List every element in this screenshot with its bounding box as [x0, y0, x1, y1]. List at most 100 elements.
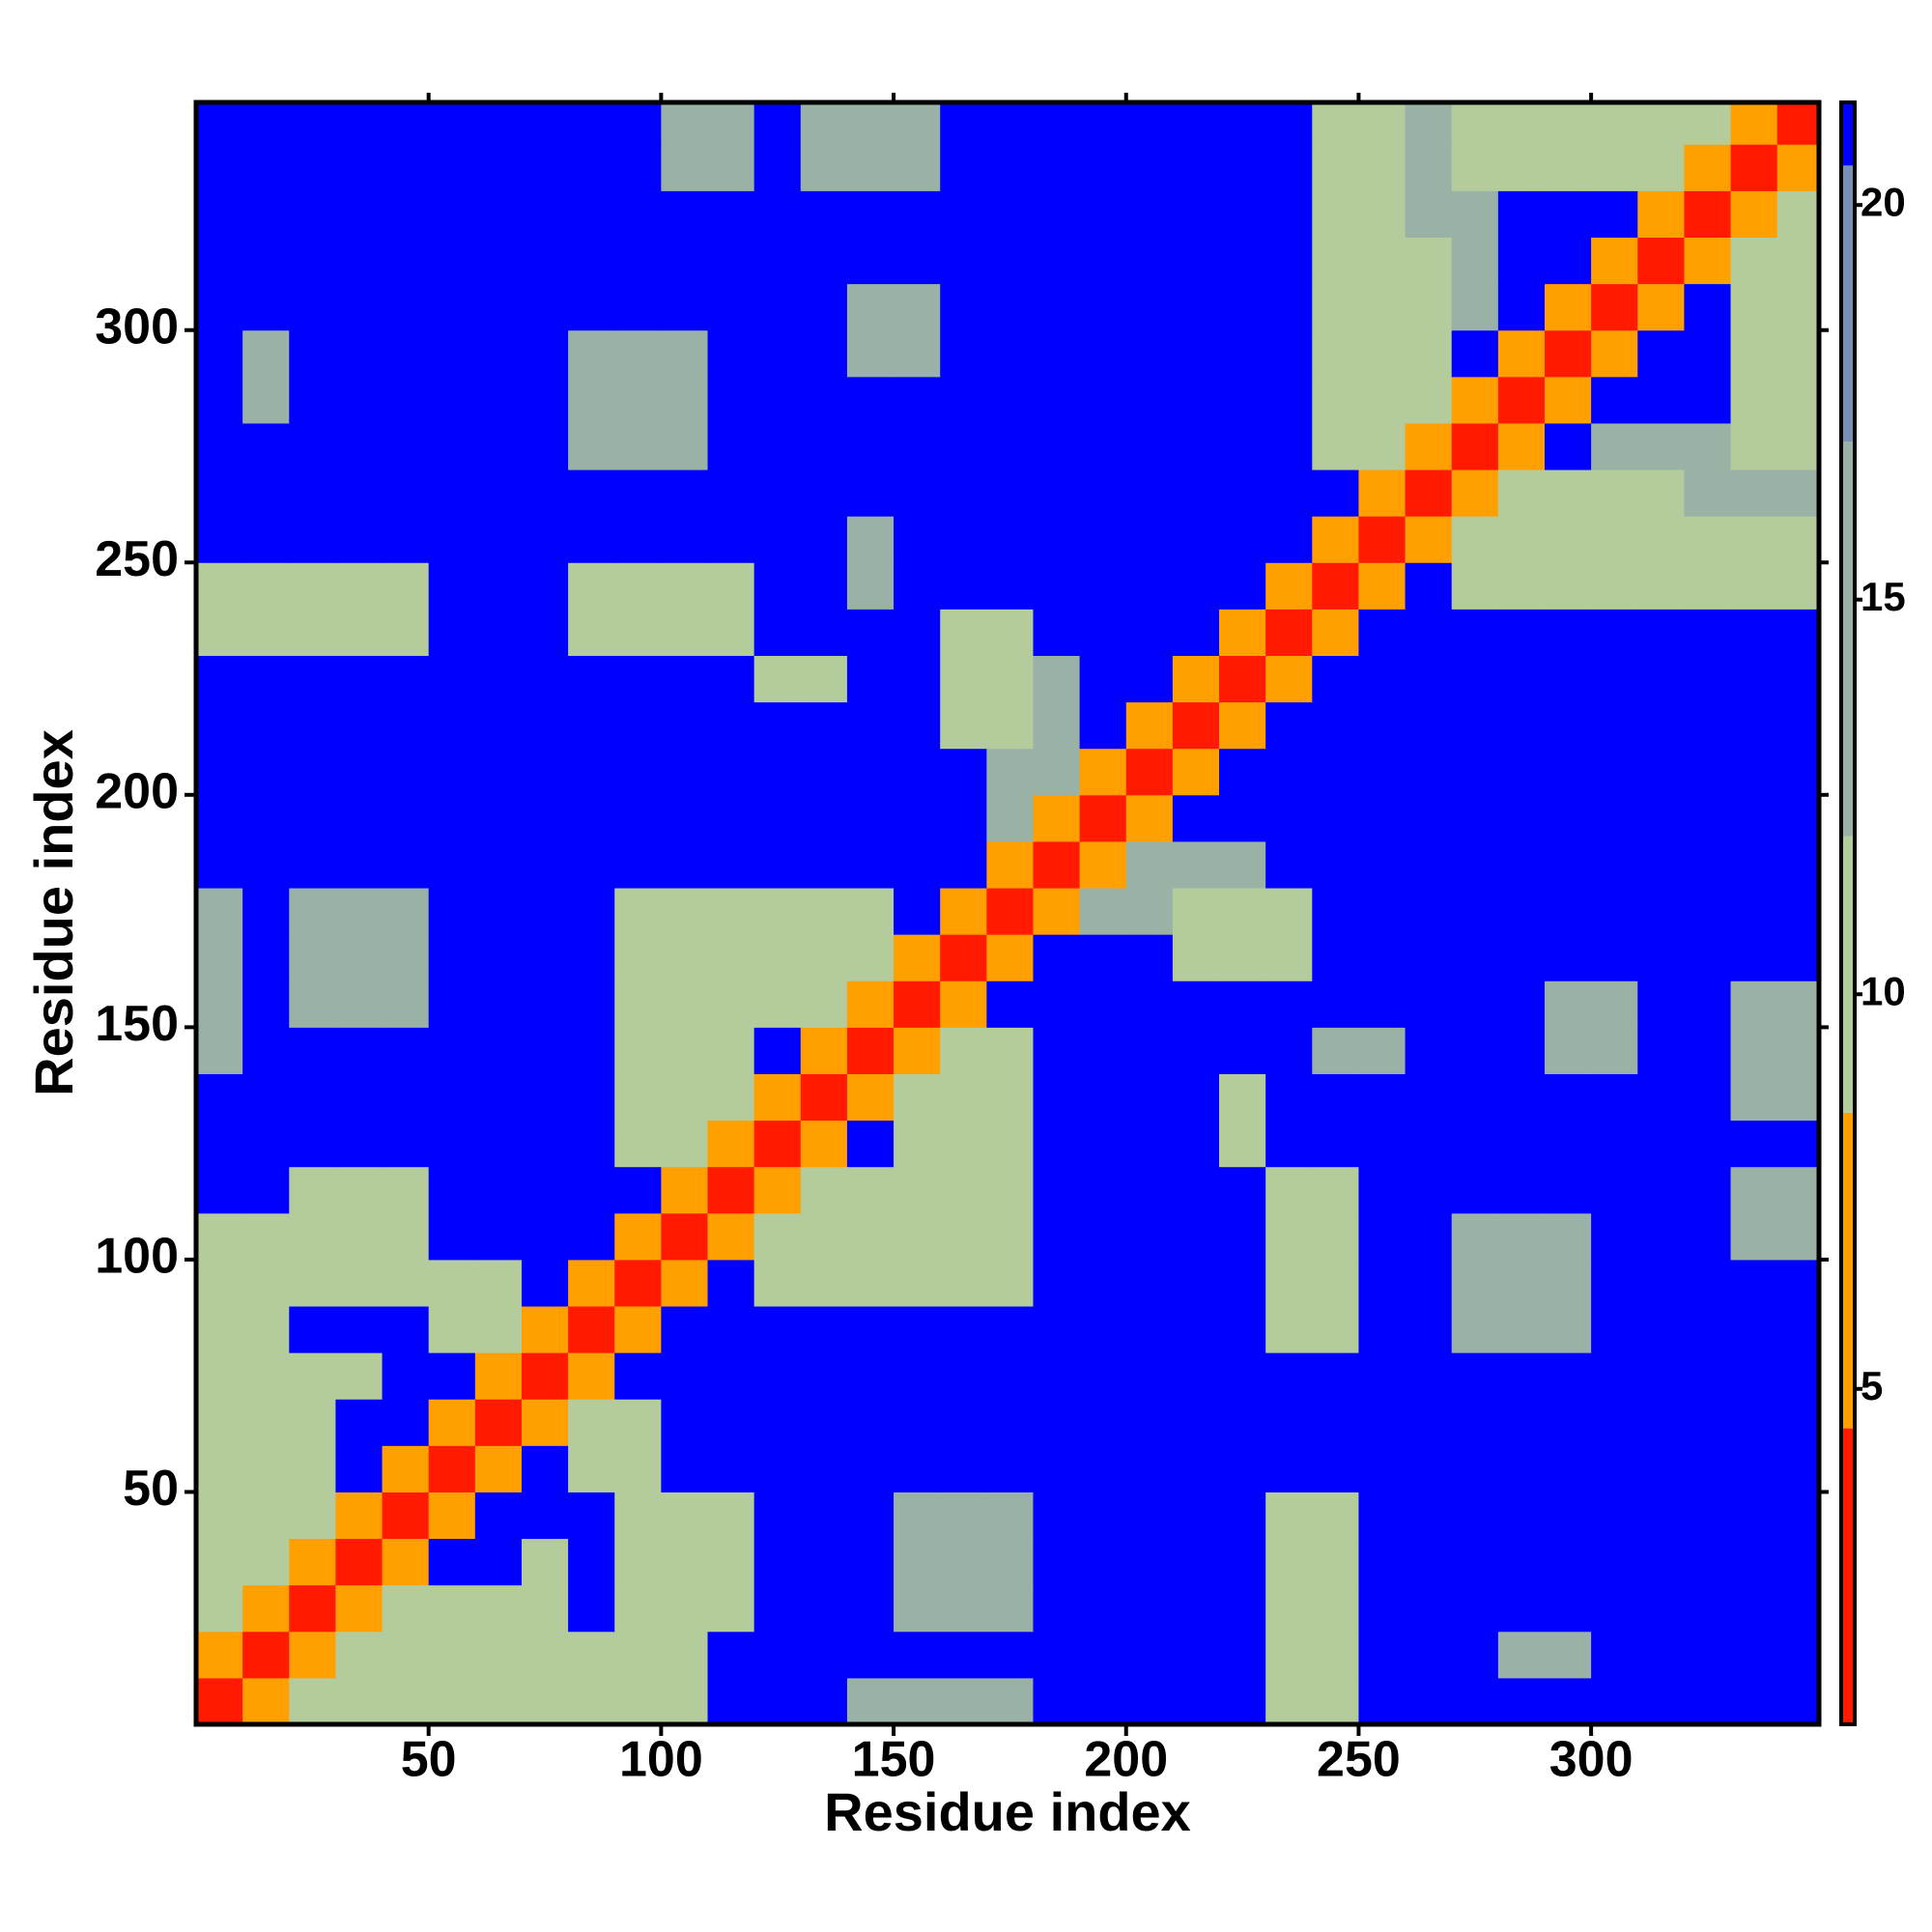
cell	[1405, 190, 1453, 239]
cell	[242, 701, 290, 750]
cell	[1219, 190, 1266, 239]
cell	[1172, 609, 1220, 656]
cell	[196, 701, 243, 750]
cell	[1684, 1631, 1732, 1679]
cell	[940, 1677, 987, 1725]
cell	[940, 422, 987, 470]
colorbar-segment	[1841, 165, 1855, 442]
cell	[1033, 237, 1081, 285]
cell	[661, 1631, 709, 1679]
cell	[1637, 1212, 1685, 1261]
cell	[568, 329, 615, 378]
cell	[1776, 102, 1820, 145]
cell	[196, 794, 243, 842]
cell	[1125, 516, 1174, 563]
cell	[1125, 888, 1174, 935]
cell	[800, 329, 848, 378]
cell	[661, 1306, 709, 1353]
cell	[568, 237, 615, 285]
cell	[846, 376, 895, 424]
cell	[568, 609, 615, 656]
cell	[846, 237, 895, 285]
cell	[196, 1399, 243, 1446]
cell	[1451, 1212, 1499, 1261]
cell	[1079, 980, 1127, 1028]
cell	[1451, 1166, 1499, 1214]
cell	[568, 1584, 615, 1633]
cell	[940, 1259, 987, 1307]
cell	[196, 655, 243, 703]
cell	[1544, 655, 1592, 703]
cell	[1451, 144, 1499, 191]
cell	[846, 190, 895, 239]
cell	[335, 1677, 384, 1725]
cell	[707, 422, 755, 470]
cell	[242, 516, 290, 563]
cell	[1033, 1120, 1081, 1168]
cell	[707, 1073, 755, 1122]
cell	[1033, 840, 1081, 889]
cell	[1358, 1073, 1406, 1122]
cell	[1172, 1631, 1220, 1679]
cell	[1358, 1120, 1406, 1168]
cell	[1358, 609, 1406, 656]
cell	[1451, 562, 1499, 610]
colorbar-segment	[1841, 1112, 1855, 1429]
cell	[1451, 794, 1499, 842]
cell	[568, 794, 615, 842]
cell	[1684, 748, 1732, 796]
cell	[800, 840, 848, 889]
cell	[753, 748, 802, 796]
cell	[1265, 237, 1313, 285]
cell	[1033, 190, 1081, 239]
cell	[242, 190, 290, 239]
cell	[800, 1445, 848, 1492]
cell	[242, 422, 290, 470]
cell	[846, 1027, 895, 1074]
cell	[894, 840, 941, 889]
cell	[894, 1259, 941, 1307]
cell	[1684, 376, 1732, 424]
cell	[1497, 422, 1546, 470]
cell	[1219, 1166, 1266, 1214]
cell	[894, 609, 941, 656]
cell	[1312, 562, 1359, 610]
cell	[196, 102, 243, 145]
cell	[1776, 1166, 1820, 1214]
cell	[614, 329, 662, 378]
cell	[1219, 102, 1266, 145]
cell	[1451, 1306, 1499, 1353]
cell	[196, 1445, 243, 1492]
cell	[1265, 934, 1313, 981]
cell	[614, 1538, 662, 1586]
cell	[661, 516, 709, 563]
cell	[1358, 376, 1406, 424]
cell	[1684, 283, 1732, 331]
x-tick-label: 150	[852, 1732, 936, 1788]
cell	[1451, 190, 1499, 239]
colorbar-segment	[1841, 441, 1855, 837]
cell	[1544, 1399, 1592, 1446]
cell	[1544, 1073, 1592, 1122]
cell	[1730, 1445, 1778, 1492]
cell	[846, 1166, 895, 1214]
cell	[846, 1538, 895, 1586]
cell	[242, 562, 290, 610]
cell	[753, 516, 802, 563]
cell	[1591, 1399, 1638, 1446]
cell	[1730, 1584, 1778, 1633]
cell	[1219, 1306, 1266, 1353]
cell	[382, 190, 430, 239]
cell	[1684, 609, 1732, 656]
cell	[1265, 980, 1313, 1028]
cell	[894, 1166, 941, 1214]
cell	[986, 1120, 1034, 1168]
cell	[196, 1027, 243, 1074]
cell	[1079, 655, 1127, 703]
cell	[1591, 562, 1638, 610]
cell	[568, 516, 615, 563]
cell	[986, 1027, 1034, 1074]
cell	[1544, 1631, 1592, 1679]
cell	[1265, 748, 1313, 796]
cell	[1684, 1166, 1732, 1214]
